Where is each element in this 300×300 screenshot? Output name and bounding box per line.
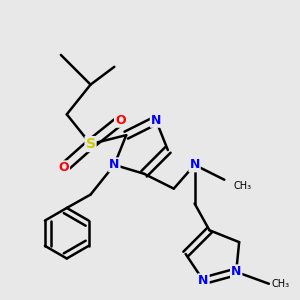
Text: O: O	[58, 161, 69, 174]
Text: N: N	[198, 274, 209, 287]
Text: N: N	[231, 266, 242, 278]
Text: CH₃: CH₃	[233, 181, 251, 191]
Text: N: N	[189, 158, 200, 171]
Text: O: O	[115, 114, 126, 127]
Text: CH₃: CH₃	[272, 279, 290, 289]
Text: S: S	[85, 137, 96, 151]
Text: N: N	[151, 114, 161, 127]
Text: N: N	[109, 158, 119, 171]
